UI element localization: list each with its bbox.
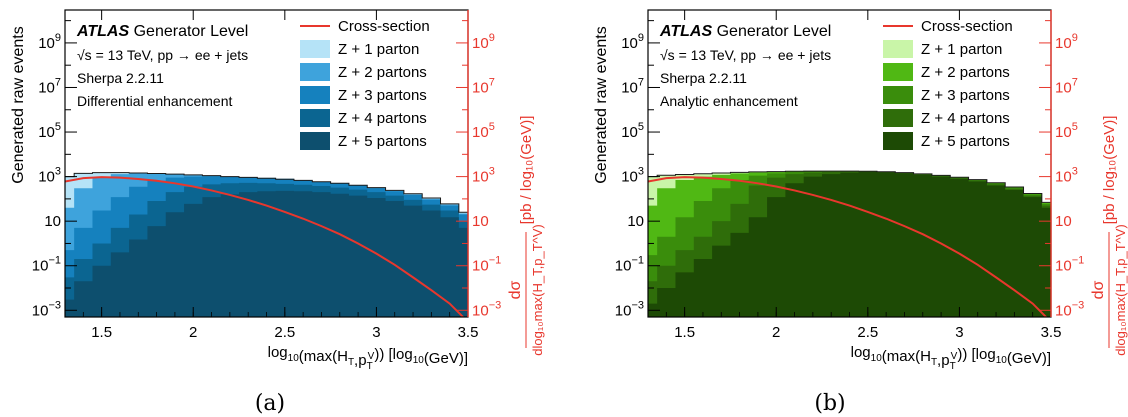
ylabel-right-num: dσ: [507, 280, 524, 299]
chart-panel-b: 1.5 2 2.5 3 3.5 10−3 10−1 10 103 105 107 109 10−3 10−…: [593, 9, 1128, 372]
x-tick-label: 3: [372, 324, 380, 341]
y-tick-label: 10−1: [32, 255, 61, 275]
legend-label-4: Z + 4 partons: [338, 110, 427, 127]
x-axis-label: log10(max(HT,pTV)) [log10(GeV)]: [268, 344, 468, 372]
y-tick-label: 10: [627, 213, 644, 230]
y-tick-label: 10−3: [615, 299, 644, 319]
legend-swatch-5: [300, 132, 330, 150]
x-tick-label: 3.5: [458, 324, 479, 341]
x-tick-label: 1.5: [674, 324, 695, 341]
x-tick-label: 2: [772, 324, 780, 341]
y-tick-label: 107: [38, 76, 61, 96]
x-tick-label: 2: [189, 324, 197, 341]
y-tick-label: 10−1: [615, 255, 644, 275]
ylabel-right-units: [pb / log₁₀(GeV)]: [518, 116, 535, 225]
generator-label: Sherpa 2.2.11: [660, 70, 747, 86]
legend-label-cross-section: Cross-section: [338, 18, 430, 35]
ylabel-right-num: dσ: [1090, 280, 1107, 299]
ylabel-right-den: dlog₁₀max(H_T,p_T^V): [530, 224, 545, 355]
legend-label-5: Z + 5 partons: [338, 133, 427, 150]
legend: Cross-section Z + 1 parton Z + 2 partons Z …: [300, 18, 430, 150]
legend: Cross-section Z + 1 parton Z + 2 partons Z …: [883, 18, 1013, 150]
legend-label-2: Z + 2 partons: [338, 64, 427, 81]
y-tick-label: 105: [38, 121, 61, 141]
y-axis-label-right: dσ dlog₁₀max(H_T,p_T^V)[pb / log₁₀(GeV)]: [1090, 116, 1128, 356]
cross-section-line: [648, 176, 1048, 317]
legend-label-3: Z + 3 partons: [921, 87, 1010, 104]
y-tick-label-right: 109: [1055, 32, 1078, 52]
ylabel-right-den: dlog₁₀max(H_T,p_T^V): [1113, 224, 1128, 355]
legend-label-4: Z + 4 partons: [921, 110, 1010, 127]
energy-label: √s = 13 TeV, pp → ee + jets: [660, 47, 831, 63]
y-axis-label-right: dσ dlog₁₀max(H_T,p_T^V)[pb / log₁₀(GeV)]: [507, 116, 545, 356]
legend-label-1: Z + 1 parton: [921, 41, 1002, 58]
legend-label-2: Z + 2 partons: [921, 64, 1010, 81]
envelope-outline: [648, 170, 1051, 203]
legend-swatch-1: [300, 40, 330, 58]
legend-label-5: Z + 5 partons: [921, 133, 1010, 150]
caption-a: (a): [255, 391, 285, 416]
y-tick-label-right: 10−1: [472, 255, 501, 275]
y-tick-label-right: 10−1: [1055, 255, 1084, 275]
y-tick-label-right: 105: [472, 121, 495, 141]
y-tick-label-right: 10: [1055, 213, 1072, 230]
x-tick-label: 1.5: [91, 324, 112, 341]
y-tick-label-right: 107: [472, 76, 495, 96]
method-label: Differential enhancement: [77, 93, 233, 109]
legend-swatch-4: [300, 109, 330, 127]
legend-label-3: Z + 3 partons: [338, 87, 427, 104]
x-tick-label: 3.5: [1041, 324, 1062, 341]
generator-label: Sherpa 2.2.11: [77, 70, 164, 86]
legend-swatch-3: [883, 86, 913, 104]
series-area-1: [648, 172, 1051, 317]
caption-b: (b): [814, 391, 845, 416]
y-tick-label: 107: [621, 76, 644, 96]
cross-section-line: [65, 176, 465, 317]
y-tick-label: 109: [621, 32, 644, 52]
legend-swatch-1: [883, 40, 913, 58]
y-tick-label-right: 107: [1055, 76, 1078, 96]
legend-swatch-2: [883, 63, 913, 81]
x-tick-label: 2.5: [274, 324, 295, 341]
y-tick-label: 109: [38, 32, 61, 52]
legend-label-1: Z + 1 parton: [338, 41, 419, 58]
ylabel-right-units: [pb / log₁₀(GeV)]: [1101, 116, 1118, 225]
plot-area: [648, 170, 1051, 317]
x-tick-label: 2.5: [857, 324, 878, 341]
y-tick-label-right: 103: [472, 166, 495, 186]
y-axis-label: Generated raw events: [10, 26, 27, 183]
y-tick-label: 10−3: [32, 299, 61, 319]
y-tick-label-right: 10−3: [472, 299, 501, 319]
x-axis-label: log10(max(HT,pTV)) [log10(GeV)]: [851, 344, 1051, 372]
legend-swatch-5: [883, 132, 913, 150]
y-tick-label: 103: [621, 166, 644, 186]
y-tick-label: 105: [621, 121, 644, 141]
legend-swatch-3: [300, 86, 330, 104]
y-tick-label-right: 103: [1055, 166, 1078, 186]
x-tick-label: 3: [955, 324, 963, 341]
legend-swatch-2: [300, 63, 330, 81]
atlas-label: ATLAS Generator Level: [76, 23, 248, 40]
y-tick-label: 103: [38, 166, 61, 186]
series-area-1: [65, 190, 468, 317]
chart-panel-a: 1.5 2 2.5 3 3.5 10−3 10−1 10 103 105 107 109 10−3 10−…: [10, 9, 545, 372]
y-tick-label-right: 105: [1055, 121, 1078, 141]
atlas-label: ATLAS Generator Level: [659, 23, 831, 40]
plot-area: [65, 172, 468, 317]
y-tick-label-right: 10: [472, 213, 489, 230]
envelope-outline: [65, 172, 468, 213]
energy-label: √s = 13 TeV, pp → ee + jets: [77, 47, 248, 63]
legend-swatch-4: [883, 109, 913, 127]
y-tick-label-right: 10−3: [1055, 299, 1084, 319]
method-label: Analytic enhancement: [660, 93, 798, 109]
y-axis-label: Generated raw events: [593, 26, 610, 183]
y-tick-label-right: 109: [472, 32, 495, 52]
legend-label-cross-section: Cross-section: [921, 18, 1013, 35]
y-tick-label: 10: [44, 213, 61, 230]
